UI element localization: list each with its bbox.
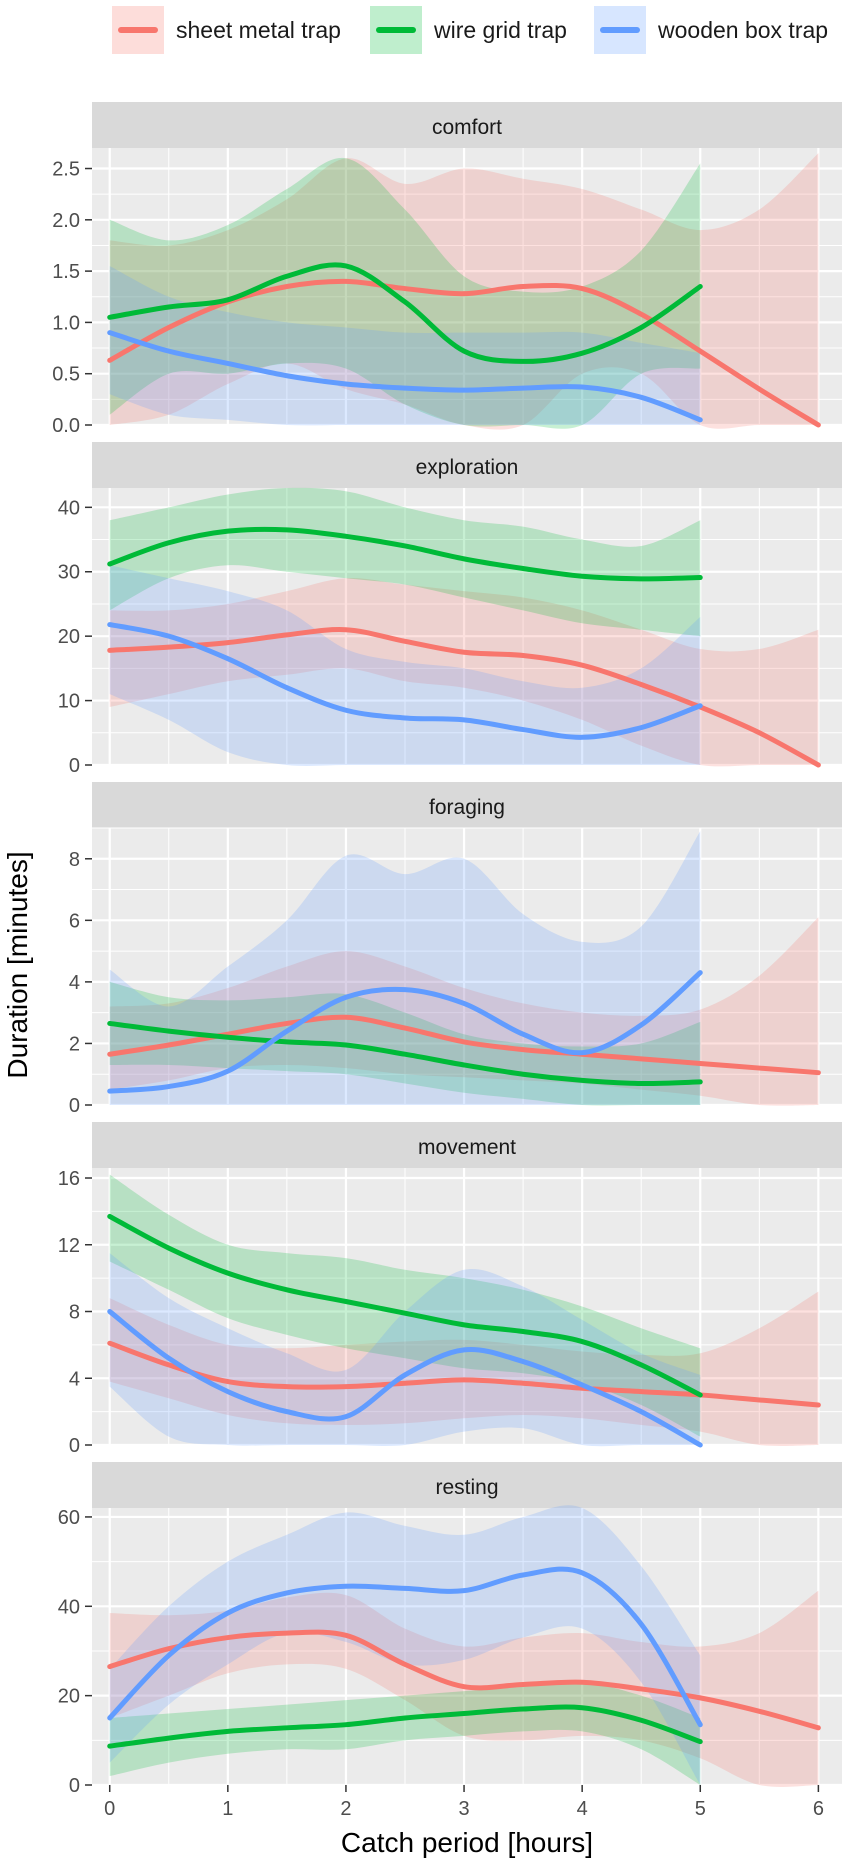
y-tick-label: 10 bbox=[58, 691, 80, 713]
x-tick-label: 4 bbox=[577, 1798, 588, 1820]
facet-strip-movement bbox=[92, 1122, 842, 1168]
legend-label: wire grid trap bbox=[434, 16, 567, 43]
series-line-wire-grid-trap bbox=[107, 526, 703, 582]
y-tick-label: 4 bbox=[69, 1368, 80, 1390]
y-tick-label: 1.0 bbox=[52, 312, 80, 334]
series-line-sheet-metal-trap bbox=[107, 1014, 821, 1076]
y-tick-label: 2.0 bbox=[52, 210, 80, 232]
x-tick-label: 0 bbox=[104, 1798, 115, 1820]
series-line-sheet-metal-trap bbox=[107, 1629, 821, 1731]
legend-item-wire-grid-trap[interactable]: wire grid trap bbox=[370, 6, 567, 54]
x-tick-label: 6 bbox=[813, 1798, 824, 1820]
y-tick-label: 6 bbox=[69, 910, 80, 932]
series-line-wooden-box-trap bbox=[107, 1566, 703, 1728]
legend-label: sheet metal trap bbox=[176, 16, 341, 43]
series-line-wire-grid-trap bbox=[107, 262, 703, 364]
x-tick-label: 1 bbox=[222, 1798, 233, 1820]
y-tick-label: 2 bbox=[69, 1033, 80, 1055]
series-line-wooden-box-trap bbox=[107, 1309, 703, 1448]
y-tick-label: 8 bbox=[69, 849, 80, 871]
y-tick-label: 20 bbox=[58, 1686, 80, 1708]
facet-strip-resting bbox=[92, 1462, 842, 1508]
confidence-ribbon-wooden-box-trap bbox=[109, 1505, 701, 1785]
x-tick-label: 3 bbox=[458, 1798, 469, 1820]
legend-key-wooden-box bbox=[594, 6, 646, 54]
y-tick-label: 0 bbox=[69, 1775, 80, 1797]
facet-strip-exploration bbox=[92, 442, 842, 488]
y-tick-label: 0.5 bbox=[52, 364, 80, 386]
y-tick-label: 16 bbox=[58, 1168, 80, 1190]
y-axis-title: Duration [minutes] bbox=[2, 851, 33, 1078]
panel-background-foraging bbox=[92, 828, 842, 1105]
x-tick-label: 5 bbox=[695, 1798, 706, 1820]
legend-key-sheet-metal bbox=[112, 6, 164, 54]
series-line-wire-grid-trap bbox=[107, 1020, 703, 1086]
facet-title-comfort: comfort bbox=[432, 116, 502, 139]
x-tick-label: 2 bbox=[340, 1798, 351, 1820]
facet-title-resting: resting bbox=[435, 1476, 498, 1499]
confidence-ribbon-wooden-box-trap bbox=[109, 565, 701, 766]
facet-title-exploration: exploration bbox=[416, 456, 519, 479]
y-tick-label: 2.5 bbox=[52, 159, 80, 181]
y-tick-label: 40 bbox=[58, 1596, 80, 1618]
y-tick-label: 0 bbox=[69, 1095, 80, 1117]
facet-title-foraging: foraging bbox=[429, 796, 505, 819]
facet-title-movement: movement bbox=[418, 1136, 516, 1159]
confidence-ribbon-sheet-metal-trap bbox=[109, 1291, 819, 1446]
facet-strip-comfort bbox=[92, 102, 842, 148]
confidence-ribbon-wooden-box-trap bbox=[109, 831, 701, 1105]
series-line-sheet-metal-trap bbox=[107, 627, 821, 768]
legend-label: wooden box trap bbox=[658, 16, 829, 43]
x-axis-title: Catch period [hours] bbox=[341, 1827, 593, 1858]
confidence-ribbon-wire-grid-trap bbox=[109, 981, 701, 1106]
panel-background-resting bbox=[92, 1508, 842, 1785]
legend: sheet metal trap wire grid trap wooden b… bbox=[0, 0, 850, 60]
series-line-wooden-box-trap bbox=[107, 622, 703, 740]
legend-item-wooden-box-trap[interactable]: wooden box trap bbox=[594, 6, 828, 54]
y-tick-label: 1.5 bbox=[52, 261, 80, 283]
y-tick-label: 0 bbox=[69, 755, 80, 777]
panel-background-movement bbox=[92, 1168, 842, 1445]
series-line-wooden-box-trap bbox=[107, 970, 703, 1094]
y-tick-label: 60 bbox=[58, 1507, 80, 1529]
y-tick-label: 0.0 bbox=[52, 415, 80, 437]
y-tick-label: 40 bbox=[58, 497, 80, 519]
series-line-wooden-box-trap bbox=[107, 330, 703, 423]
legend-key-wire-grid bbox=[370, 6, 422, 54]
series-line-wire-grid-trap bbox=[107, 1704, 703, 1749]
y-tick-label: 8 bbox=[69, 1302, 80, 1324]
y-tick-label: 30 bbox=[58, 562, 80, 584]
y-tick-label: 20 bbox=[58, 626, 80, 648]
y-tick-label: 4 bbox=[69, 972, 80, 994]
confidence-ribbon-wire-grid-trap bbox=[109, 487, 701, 637]
confidence-ribbon-sheet-metal-trap bbox=[109, 578, 819, 767]
y-tick-label: 12 bbox=[58, 1235, 80, 1257]
confidence-ribbon-wooden-box-trap bbox=[109, 1253, 701, 1447]
legend-item-sheet-metal-trap[interactable]: sheet metal trap bbox=[112, 6, 341, 54]
facet-strip-foraging bbox=[92, 782, 842, 828]
y-tick-label: 0 bbox=[69, 1435, 80, 1457]
series-line-wire-grid-trap bbox=[107, 1213, 703, 1398]
